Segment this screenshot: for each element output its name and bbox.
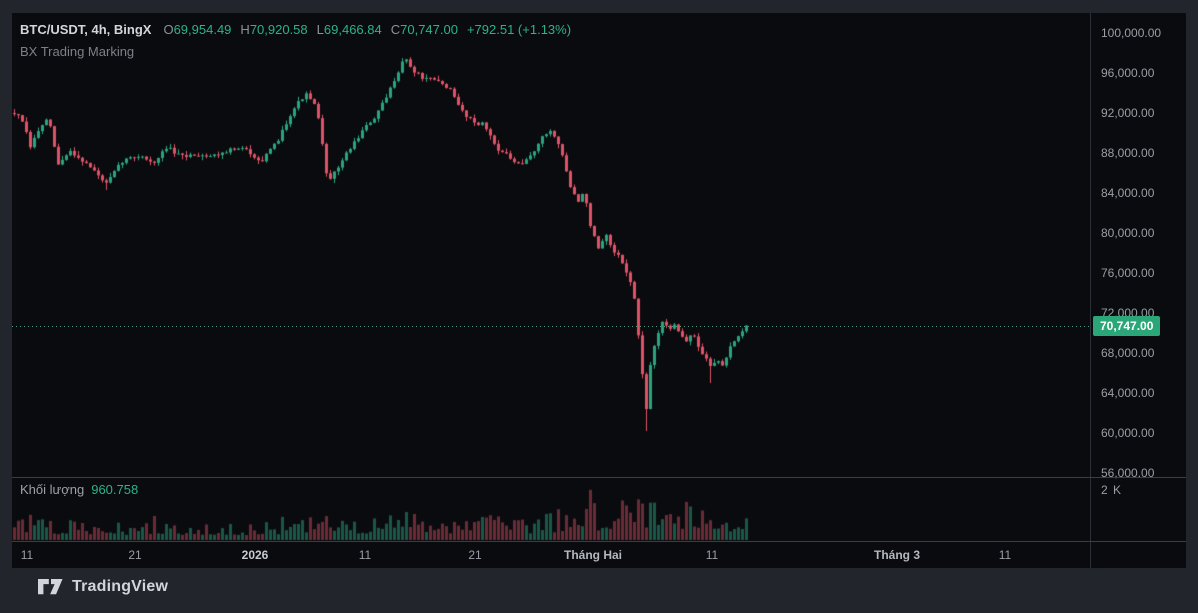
price-change: +792.51 (+1.13%) [466,22,572,37]
volume-value: 960.758 [91,482,139,497]
price-axis-tick: 92,000.00 [1101,106,1155,120]
time-axis[interactable]: 11 21 2026 11 21 Tháng Hai 11 Tháng 3 11 [12,542,1090,568]
symbol-title: BTC/USDT, 4h, BingX [20,22,152,37]
tradingview-logo-text: TradingView [72,578,169,595]
price-axis-tick: 60,000.00 [1101,426,1155,440]
price-axis-tick: 100,000.00 [1101,26,1162,40]
volume-label: Khối lượng [20,482,85,497]
time-axis-tick: Tháng Hai [563,548,623,562]
tradingview-logo[interactable]: TradingView [38,578,168,596]
volume-study-legend: Khối lượng 960.758 [20,482,138,497]
price-axis[interactable]: 70,747.00 2 K 100,000.00 96,000.00 92,000.… [1090,13,1186,568]
price-axis-tick: 64,000.00 [1101,386,1155,400]
pane-separator[interactable] [12,477,1186,478]
ohlc-low-value: 69,466.84 [323,22,382,37]
price-axis-tick: 88,000.00 [1101,146,1155,160]
time-axis-tick: 11 [358,548,372,562]
time-axis-border [12,541,1186,542]
ohlc-open-value: 69,954.49 [173,22,232,37]
price-axis-tick: 76,000.00 [1101,266,1155,280]
time-axis-tick: Tháng 3 [873,548,921,562]
chart-widget: BTC/USDT, 4h, BingX O69,954.49 H70,920.58 L… [12,13,1186,568]
tradingview-logo-icon [38,579,63,595]
ohlc-close-label: C [390,22,401,37]
price-axis-tick: 80,000.00 [1101,226,1155,240]
time-axis-tick: 2026 [241,548,269,562]
time-axis-tick: 21 [128,548,142,562]
last-price-tag: 70,747.00 [1093,316,1161,336]
price-axis-tick: 56,000.00 [1101,466,1155,480]
ohlc-low-label: L [316,22,324,37]
ohlc-open-label: O [163,22,174,37]
price-axis-tick: 84,000.00 [1101,186,1155,200]
price-axis-tick: 68,000.00 [1101,346,1155,360]
bottom-bar: TradingView [0,568,1198,613]
volume-axis-label: 2 K [1101,483,1123,497]
time-axis-tick: 11 [998,548,1012,562]
ohlc-high-label: H [240,22,250,37]
ohlc-close-value: 70,747.00 [400,22,458,37]
ohlc-high-value: 70,920.58 [249,22,308,37]
last-price-line [12,326,1090,327]
time-axis-tick: 21 [468,548,482,562]
candlestick-chart-canvas[interactable] [12,13,1090,541]
time-axis-tick: 11 [20,548,34,562]
chart-legend: BTC/USDT, 4h, BingX O69,954.49 H70,920.58 L… [20,22,571,37]
overlay-study-label: BX Trading Marking [20,44,135,59]
price-axis-tick: 96,000.00 [1101,66,1155,80]
time-axis-tick: 11 [705,548,719,562]
